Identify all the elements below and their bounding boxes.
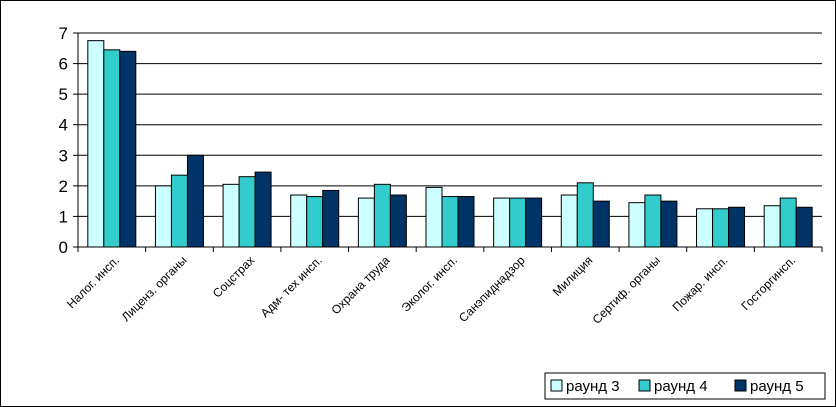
category-label: Охрана труда (328, 253, 392, 317)
bar (389, 194, 407, 248)
bar (779, 197, 797, 248)
category-label: Лиценз. органы (119, 253, 190, 324)
bar (696, 208, 714, 248)
category-label: Пожар. инсп. (670, 253, 731, 314)
bar (186, 154, 204, 248)
bar (457, 196, 475, 248)
legend-swatch (734, 379, 747, 392)
y-tick-label: 6 (59, 55, 68, 74)
bar (576, 182, 594, 248)
category-label: Налог. инсп. (64, 253, 122, 311)
category-label: Госторгинсп. (738, 253, 798, 313)
bar (119, 50, 137, 248)
bar (493, 197, 511, 248)
y-tick-label: 1 (59, 207, 68, 226)
bar (728, 206, 746, 248)
bar (509, 197, 527, 248)
bar (238, 176, 256, 248)
category-label: Эколог. инсп. (399, 253, 461, 315)
bar (306, 196, 324, 248)
legend-label: раунд 5 (750, 378, 804, 395)
y-tick-label: 2 (59, 177, 68, 196)
bar (660, 200, 678, 248)
category-label: Адм- тех инсп. (258, 253, 325, 320)
bar (222, 183, 240, 248)
bar (87, 40, 105, 248)
bar (763, 205, 781, 248)
bar (644, 194, 662, 248)
bar (290, 194, 308, 248)
category-label: Милиция (550, 253, 596, 299)
category-label: Соцстрах (210, 253, 257, 300)
bar (373, 183, 391, 248)
bar (628, 202, 646, 248)
y-tick-label: 4 (59, 116, 68, 135)
y-tick-label: 7 (59, 24, 68, 43)
legend-label: раунд 3 (566, 378, 620, 395)
legend-label: раунд 4 (654, 378, 708, 395)
bar (103, 49, 121, 248)
bar (425, 186, 443, 248)
bar (525, 197, 543, 248)
bar (441, 196, 459, 248)
bar (357, 197, 375, 248)
category-label: Сертиф. органы (590, 253, 663, 326)
bar (170, 174, 188, 248)
bar (322, 189, 340, 248)
y-tick-label: 0 (59, 238, 68, 257)
category-label: Санэпиднадзор (456, 253, 528, 325)
legend-swatch (550, 379, 563, 392)
bar (795, 206, 813, 248)
bar (712, 208, 730, 248)
bar (254, 171, 272, 248)
bar (154, 185, 172, 248)
legend-swatch (638, 379, 651, 392)
y-tick-label: 5 (59, 85, 68, 104)
bar (592, 200, 610, 248)
legend (544, 372, 826, 400)
y-tick-label: 3 (59, 146, 68, 165)
bar (560, 194, 578, 248)
